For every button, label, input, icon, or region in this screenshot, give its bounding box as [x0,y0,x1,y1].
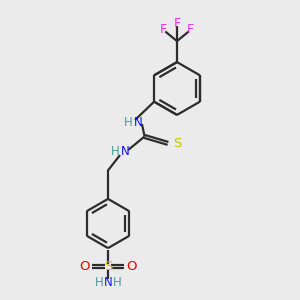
Text: F: F [173,16,181,30]
Text: F: F [160,23,167,36]
Text: H: H [94,276,103,290]
Text: O: O [127,260,137,273]
Text: N: N [121,145,130,158]
Text: F: F [187,23,194,36]
Text: N: N [103,276,112,289]
Text: N: N [134,116,142,129]
Text: H: H [112,276,122,290]
Text: H: H [124,116,133,129]
Text: H: H [111,145,120,158]
Text: S: S [173,137,181,150]
Text: S: S [104,260,112,273]
Text: O: O [79,260,89,273]
